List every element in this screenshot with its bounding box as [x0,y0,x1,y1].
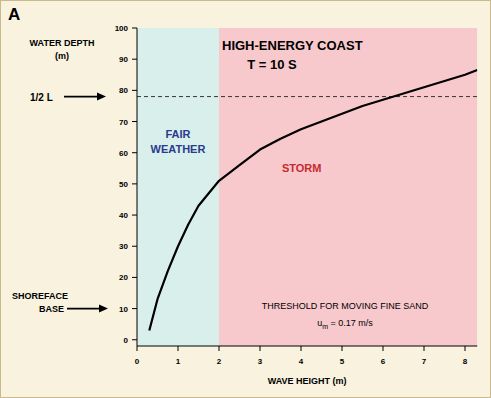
reference-label: 1/2 L [30,92,53,103]
y-tick-label: 80 [119,86,128,95]
x-tick-label: 7 [422,357,427,366]
region [219,28,477,346]
x-tick-label: 5 [340,357,345,366]
y-tick-label: 0 [124,336,129,345]
y-tick [132,246,137,247]
reference-label: SHOREFACE BASE [12,291,68,314]
y-tick-label: 100 [115,24,129,33]
line [149,70,477,330]
x-tick [219,346,220,351]
x-axis [137,346,477,347]
panel-label: A [8,5,20,24]
y-tick [132,90,137,91]
chart: FAIRWEATHERSTORM1/2 LSHOREFACEBASE010203… [0,0,491,398]
x-tick [301,346,302,351]
y-tick [132,308,137,309]
y-tick-label: 70 [119,118,128,127]
arrow-shaft [64,96,99,98]
y-tick-label: 60 [119,149,128,158]
y-tick [132,28,137,29]
x-tick-label: 4 [299,357,304,366]
x-tick [342,346,343,351]
annotation: THRESHOLD FOR MOVING FINE SAND [262,301,429,311]
title: HIGH-ENERGY COAST [222,38,363,53]
background [1,1,491,398]
x-tick [137,346,138,351]
x-tick [260,346,261,351]
x-tick-label: 8 [463,357,468,366]
arrow-head [99,305,108,313]
region-label: FAIR WEATHER [151,128,206,155]
region [137,28,219,346]
y-tick [132,152,137,153]
region-label-line: WEATHER [151,143,206,155]
x-tick-label: 6 [381,357,386,366]
x-tick-label: 0 [135,357,140,366]
x-tick [383,346,384,351]
y-tick-label: 40 [119,211,128,220]
reference-label-line: BASE [39,304,64,314]
y-axis-label: (m) [55,51,69,61]
y-tick-label: 90 [119,55,128,64]
x-axis-label: WAVE HEIGHT (m) [268,376,347,386]
y-tick [132,277,137,278]
y-tick [132,183,137,184]
y-axis [137,28,138,346]
y-tick-label: 30 [119,242,128,251]
y-tick [132,59,137,60]
region-label: STORM [282,162,322,174]
y-tick-label: 50 [119,180,128,189]
y-tick-label: 20 [119,273,128,282]
y-tick [132,215,137,216]
subtitle: T = 10 S [247,57,297,72]
arrow-shaft [67,308,101,310]
region-label-line: FAIR [165,128,190,140]
x-tick [424,346,425,351]
series [149,70,477,330]
y-tick [132,339,137,340]
reference-line [137,96,477,97]
y-tick-label: 10 [119,305,128,314]
x-tick-label: 1 [176,357,181,366]
y-tick [132,121,137,122]
annotation: um = 0.17 m/s [317,318,373,330]
reference-label-line: SHOREFACE [12,291,68,301]
x-tick [465,346,466,351]
y-axis-label: WATER DEPTH [30,38,95,48]
annotation-text: = 0.17 m/s [328,318,373,328]
x-tick [178,346,179,351]
arrow-head [97,93,106,101]
arrow [64,93,106,101]
x-tick-label: 2 [217,357,222,366]
x-tick-label: 3 [258,357,263,366]
regions [137,28,477,346]
arrow [67,305,108,313]
region-label-line: STORM [282,162,322,174]
reference-marker [67,305,108,313]
